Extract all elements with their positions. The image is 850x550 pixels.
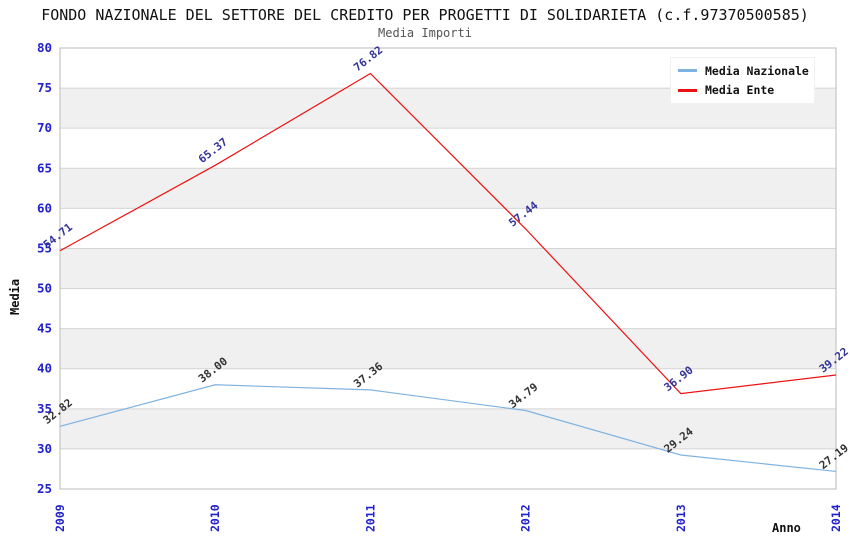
legend-label: Media Ente: [705, 83, 775, 98]
legend-label: Media Nazionale: [705, 63, 809, 78]
legend-item-media-ente: Media Ente: [671, 83, 814, 97]
chart-legend: Media Nazionale Media Ente: [670, 57, 815, 104]
y-tick-label: 65: [37, 160, 52, 175]
plot-band: [60, 288, 836, 329]
legend-item-media-nazionale: Media Nazionale: [671, 64, 814, 78]
y-tick-label: 25: [37, 481, 52, 496]
plot-frame: [59, 47, 837, 490]
plot-band: [60, 208, 836, 249]
x-tick-label: 2009: [53, 504, 67, 532]
y-tick-label: 75: [37, 80, 52, 95]
legend-swatch-media-ente: [678, 88, 697, 92]
series-line-media-nazionale: [59, 384, 837, 473]
series-line-media-ente: [59, 72, 837, 395]
chart-subtitle: Media Importi: [378, 26, 472, 40]
plot-band: [60, 408, 836, 449]
x-tick-label: 2011: [363, 504, 377, 532]
x-axis-title: Anno: [772, 521, 801, 535]
y-tick-label: 60: [37, 200, 52, 215]
y-tick-label: 55: [37, 240, 52, 255]
x-tick-label: 2013: [674, 504, 688, 532]
y-tick-label: 80: [37, 40, 52, 55]
y-tick-label: 35: [37, 401, 52, 416]
plot-band: [60, 368, 836, 409]
x-tick-label: 2010: [208, 504, 222, 532]
y-axis-title: Media: [8, 278, 22, 315]
plot-band: [60, 328, 836, 369]
legend-swatch-media-nazionale: [678, 69, 697, 73]
y-tick-label: 70: [37, 120, 52, 135]
x-tick-label: 2012: [519, 504, 533, 532]
chart-title: FONDO NAZIONALE DEL SETTORE DEL CREDITO …: [41, 6, 809, 24]
y-tick-label: 40: [37, 361, 52, 376]
plot-band: [60, 128, 836, 169]
y-tick-label: 50: [37, 281, 52, 296]
plot-band: [60, 448, 836, 489]
y-tick-label: 30: [37, 441, 52, 456]
y-tick-label: 45: [37, 321, 52, 336]
x-tick-label: 2014: [829, 504, 843, 532]
plot-band: [60, 248, 836, 289]
plot-band: [60, 168, 836, 209]
